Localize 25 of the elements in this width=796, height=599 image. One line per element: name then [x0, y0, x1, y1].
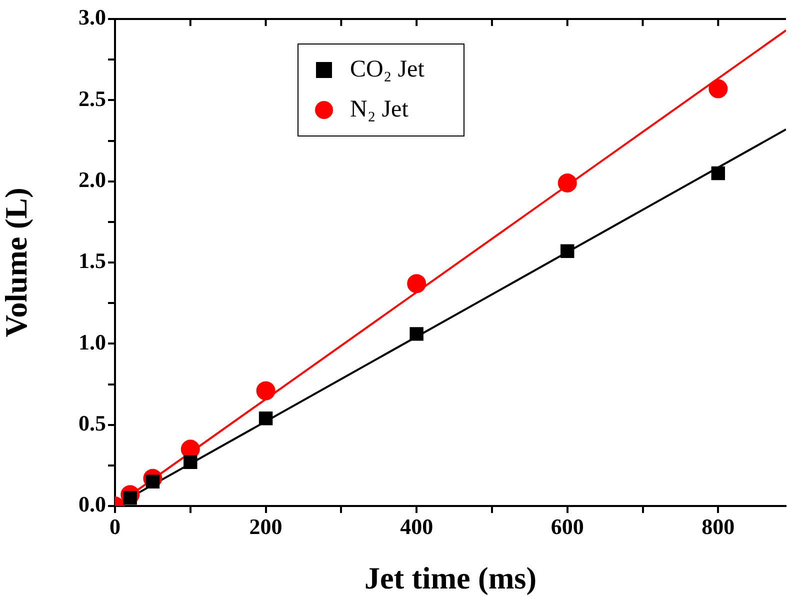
y-tick-label: 0.5 — [78, 410, 106, 436]
x-tick-label: 0 — [110, 514, 120, 539]
point — [184, 455, 198, 470]
point — [407, 274, 426, 294]
y-axis-title: Volume (L) — [0, 188, 34, 338]
legend-label: N₂ Jet — [350, 96, 409, 122]
y-tick-label: 2.0 — [78, 167, 106, 192]
y-tick-label: 3.0 — [78, 4, 106, 30]
point — [256, 381, 276, 400]
legend-label: CO₂ Jet — [350, 56, 425, 82]
point — [410, 327, 424, 341]
point — [258, 411, 273, 426]
y-tick-label: 1.0 — [78, 329, 106, 354]
x-tick-label: 200 — [249, 514, 282, 539]
point — [558, 173, 577, 192]
x-tick-label: 400 — [400, 514, 434, 539]
y-tick-label: 0.0 — [78, 492, 106, 517]
point — [711, 166, 726, 180]
point — [708, 79, 728, 98]
x-axis-title: Jet time (ms) — [364, 560, 537, 596]
y-tick-label: 2.5 — [78, 86, 106, 111]
x-tick-label: 600 — [550, 514, 584, 539]
point — [560, 244, 574, 258]
y-tick-label: 1.5 — [78, 248, 106, 274]
x-tick-label: 800 — [702, 514, 735, 539]
